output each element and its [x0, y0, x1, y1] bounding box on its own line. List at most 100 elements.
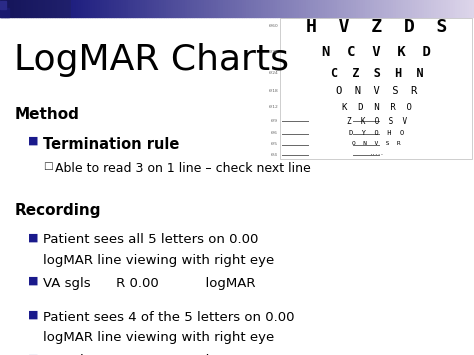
Bar — [147, 0, 149, 17]
Bar — [190, 0, 192, 17]
Bar — [168, 0, 171, 17]
Text: □: □ — [43, 161, 53, 171]
Text: C  Z  S  H  N: C Z S H N — [330, 67, 423, 81]
Bar — [251, 0, 254, 17]
Bar — [242, 0, 244, 17]
Bar — [152, 0, 154, 17]
Bar — [329, 0, 332, 17]
Bar — [460, 0, 462, 17]
Bar — [180, 0, 182, 17]
Bar — [282, 0, 284, 17]
Text: O  N  V  S  R: O N V S R — [353, 141, 401, 146]
Bar — [401, 0, 403, 17]
Text: ■: ■ — [28, 310, 39, 320]
Bar — [256, 0, 258, 17]
Bar — [382, 0, 384, 17]
Bar — [353, 0, 356, 17]
Bar — [228, 0, 230, 17]
Bar — [356, 0, 358, 17]
Bar — [301, 0, 303, 17]
Bar — [374, 0, 377, 17]
Bar — [31, 0, 33, 17]
Bar — [320, 0, 322, 17]
Bar — [469, 0, 472, 17]
Bar — [284, 0, 287, 17]
Bar — [254, 0, 256, 17]
Bar — [90, 0, 92, 17]
Bar — [204, 0, 206, 17]
Bar — [346, 0, 348, 17]
Bar — [128, 0, 130, 17]
Bar — [175, 0, 178, 17]
Bar — [0, 1, 6, 9]
Bar — [351, 0, 353, 17]
Bar — [434, 0, 436, 17]
Bar — [408, 0, 410, 17]
Bar — [123, 0, 126, 17]
Bar — [145, 0, 147, 17]
Bar — [173, 0, 175, 17]
Bar — [268, 0, 270, 17]
Bar — [325, 0, 327, 17]
Text: ■: ■ — [28, 136, 39, 146]
Bar — [45, 0, 47, 17]
Bar — [410, 0, 412, 17]
Bar — [218, 0, 220, 17]
Bar — [19, 0, 21, 17]
Bar — [213, 0, 216, 17]
Bar — [337, 0, 339, 17]
Bar — [230, 0, 232, 17]
Bar — [14, 0, 17, 17]
Bar — [384, 0, 386, 17]
Bar — [126, 0, 128, 17]
Bar — [348, 0, 351, 17]
Bar — [462, 0, 465, 17]
Bar — [104, 0, 107, 17]
Bar — [121, 0, 123, 17]
Text: LogMAR Charts: LogMAR Charts — [14, 43, 289, 77]
Bar — [12, 0, 14, 17]
Bar — [424, 0, 427, 17]
Text: 6/5: 6/5 — [271, 142, 278, 147]
Bar — [232, 0, 235, 17]
Bar — [149, 0, 152, 17]
Bar — [223, 0, 225, 17]
Bar — [166, 0, 168, 17]
Bar — [137, 0, 140, 17]
Bar — [294, 0, 296, 17]
Bar — [332, 0, 334, 17]
Bar — [199, 0, 201, 17]
Bar — [389, 0, 391, 17]
Bar — [220, 0, 223, 17]
Bar — [450, 0, 453, 17]
Bar — [372, 0, 374, 17]
Bar — [114, 0, 116, 17]
Bar — [95, 0, 97, 17]
Bar — [185, 0, 187, 17]
Bar — [71, 0, 73, 17]
Bar — [429, 0, 431, 17]
Bar — [339, 0, 341, 17]
Text: 6/24: 6/24 — [268, 71, 278, 75]
Bar — [59, 0, 62, 17]
Bar — [201, 0, 204, 17]
Bar — [412, 0, 415, 17]
Bar — [289, 0, 292, 17]
Bar — [315, 0, 318, 17]
Text: ■: ■ — [28, 353, 39, 355]
Bar — [97, 0, 100, 17]
Bar — [76, 0, 78, 17]
Bar — [263, 0, 265, 17]
Bar — [211, 0, 213, 17]
Bar — [140, 0, 142, 17]
Bar — [431, 0, 434, 17]
Bar — [318, 0, 320, 17]
Text: ·····: ····· — [370, 152, 384, 157]
Text: D  Y  O  H  O: D Y O H O — [349, 130, 404, 136]
Bar — [197, 0, 199, 17]
Text: K  D  N  R  O: K D N R O — [342, 103, 412, 111]
Bar — [415, 0, 417, 17]
Text: VA sgls      R 0.00           logMAR: VA sgls R 0.00 logMAR — [43, 277, 255, 290]
Bar — [28, 0, 31, 17]
Text: ■: ■ — [28, 232, 39, 242]
